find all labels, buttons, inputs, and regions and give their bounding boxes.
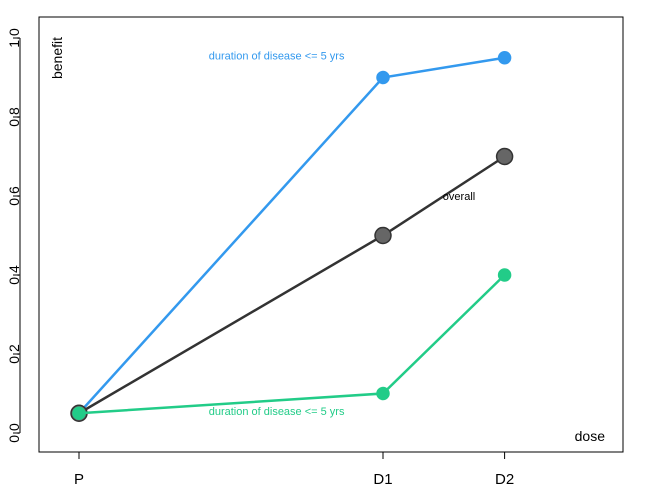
point-high-d1 (376, 70, 390, 85)
y-tick-label: 0.6 (6, 186, 22, 206)
series-layer (70, 51, 514, 422)
x-axis-label: dose (575, 428, 606, 444)
y-tick-label: 1.0 (6, 28, 22, 48)
series-line-high (78, 56, 505, 415)
point-overall-d2 (495, 147, 514, 166)
point-low-d2 (497, 268, 512, 282)
annotation-low: duration of disease <= 5 yrs (209, 406, 345, 418)
axes: 0.0 0.2 0.4 0.6 0.8 1.0 P D1 D2 (6, 28, 514, 488)
annotation-high: duration of disease <= 5 yrs (209, 51, 345, 63)
point-overall-d1 (374, 226, 392, 245)
annotation-overall: overall (443, 191, 475, 203)
point-high-d2 (497, 51, 512, 65)
x-tick-label-p: P (74, 471, 84, 488)
annotation-layer: duration of disease <= 5 yrs overall durat… (209, 51, 475, 419)
y-tick-label: 0.2 (6, 344, 22, 364)
series-line-overall (78, 155, 506, 415)
y-tick-label: 0.8 (6, 107, 22, 127)
series-overall (70, 147, 514, 422)
point-low-d1 (376, 386, 390, 401)
x-tick-label-d2: D2 (495, 471, 514, 488)
x-tick-label-d1: D1 (373, 471, 392, 488)
point-low-p (72, 406, 86, 420)
series-low (72, 268, 512, 420)
series-high (72, 51, 512, 420)
y-axis-label: benefit (49, 37, 65, 79)
y-tick-label: 0.4 (6, 265, 22, 285)
y-tick-label: 0.0 (6, 423, 22, 443)
